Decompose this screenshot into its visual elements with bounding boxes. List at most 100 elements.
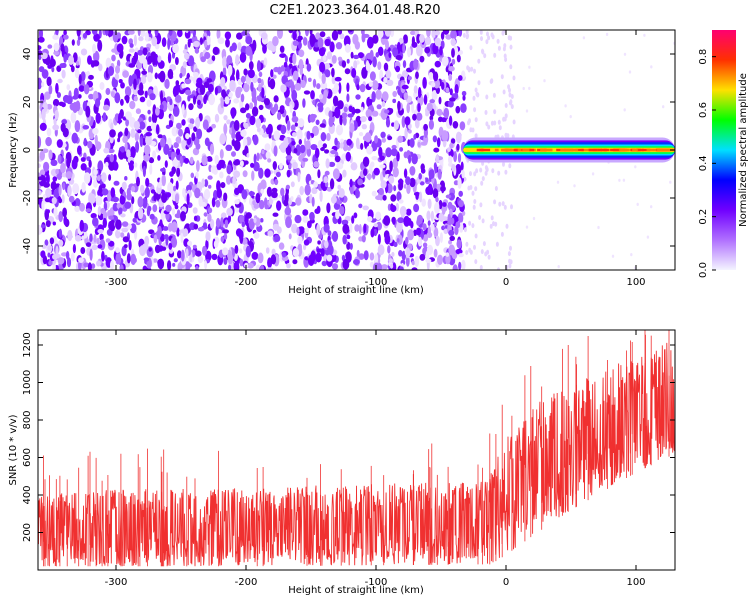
noise-speck — [110, 122, 114, 131]
noise-speck — [458, 190, 464, 197]
noise-speck — [267, 158, 272, 163]
noise-speck — [71, 158, 78, 170]
noise-speck — [90, 193, 96, 204]
noise-speck — [438, 199, 443, 210]
noise-speck — [313, 181, 318, 188]
noise-speck — [241, 189, 248, 200]
noise-speck — [215, 217, 221, 228]
noise-speck — [292, 40, 299, 46]
noise-speck — [258, 83, 262, 93]
noise-speck — [390, 204, 397, 213]
noise-speck — [47, 252, 51, 258]
noise-speck — [512, 75, 516, 81]
noise-speck — [211, 253, 218, 261]
noise-speck — [375, 211, 382, 221]
noise-speck — [240, 129, 247, 137]
noise-speck — [104, 30, 109, 37]
noise-speck — [168, 120, 174, 128]
noise-speck — [458, 75, 463, 81]
noise-speck — [239, 52, 247, 63]
noise-speck — [85, 208, 92, 213]
noise-speck — [297, 243, 302, 250]
noise-speck — [465, 241, 469, 247]
noise-speck — [522, 86, 525, 91]
noise-speck — [349, 178, 353, 188]
noise-speck — [235, 87, 242, 99]
snr-xtick-label: -300 — [105, 577, 128, 588]
noise-speck — [360, 116, 367, 123]
noise-speck — [411, 153, 418, 165]
noise-speck — [490, 120, 494, 126]
noise-speck — [54, 109, 59, 120]
noise-speck — [472, 95, 476, 101]
noise-speck — [453, 92, 459, 100]
noise-speck — [161, 100, 168, 113]
noise-speck — [414, 255, 420, 267]
noise-speck — [481, 218, 485, 224]
noise-speck — [253, 217, 257, 223]
noise-speck — [38, 66, 45, 73]
noise-speck — [510, 94, 514, 99]
noise-speck — [53, 42, 60, 52]
noise-speck — [411, 267, 418, 270]
noise-speck — [171, 221, 178, 233]
noise-speck — [222, 56, 228, 68]
noise-speck — [441, 130, 449, 142]
noise-speck — [93, 169, 98, 176]
noise-speck — [165, 204, 172, 212]
noise-speck — [196, 77, 203, 86]
noise-speck — [171, 151, 175, 162]
noise-speck — [434, 60, 441, 68]
noise-speck — [427, 198, 432, 209]
noise-speck — [100, 207, 106, 215]
noise-speck — [174, 204, 179, 210]
noise-speck — [307, 77, 312, 83]
noise-speck — [319, 31, 326, 38]
noise-speck — [334, 137, 338, 146]
noise-speck — [437, 168, 442, 180]
noise-speck — [176, 227, 180, 237]
noise-speck — [61, 62, 67, 68]
noise-speck — [253, 134, 259, 146]
noise-speck — [311, 187, 318, 195]
noise-speck — [351, 68, 357, 78]
noise-speck — [185, 89, 192, 96]
noise-speck — [509, 64, 513, 70]
noise-speck — [269, 78, 276, 90]
noise-speck — [214, 154, 219, 165]
noise-speck — [171, 207, 176, 216]
noise-speck — [182, 187, 186, 198]
noise-speck — [204, 94, 208, 100]
noise-speck — [473, 244, 476, 250]
noise-speck — [241, 31, 247, 36]
noise-speck — [508, 92, 512, 98]
noise-speck — [203, 81, 210, 89]
noise-speck — [318, 104, 324, 113]
noise-speck — [384, 109, 390, 114]
noise-speck — [76, 39, 81, 46]
noise-speck — [459, 121, 466, 131]
noise-speck — [465, 30, 469, 35]
noise-speck — [192, 207, 198, 214]
noise-speck — [203, 212, 208, 217]
signal-peak — [561, 148, 570, 152]
noise-speck — [167, 101, 175, 112]
noise-speck — [407, 229, 414, 241]
noise-speck — [468, 220, 472, 226]
noise-speck — [371, 91, 376, 103]
noise-speck — [379, 164, 386, 169]
noise-speck — [463, 227, 467, 233]
noise-speck — [307, 254, 315, 266]
noise-speck — [334, 106, 341, 119]
noise-speck — [353, 212, 358, 219]
noise-speck — [124, 201, 132, 209]
noise-speck — [290, 196, 294, 201]
noise-speck — [403, 168, 408, 179]
noise-speck — [356, 84, 360, 91]
noise-speck — [387, 135, 393, 141]
noise-speck — [260, 179, 267, 190]
snr-ytick-label: 600 — [22, 448, 33, 467]
noise-speck — [260, 188, 265, 194]
noise-speck — [133, 34, 137, 46]
noise-speck — [419, 191, 423, 203]
